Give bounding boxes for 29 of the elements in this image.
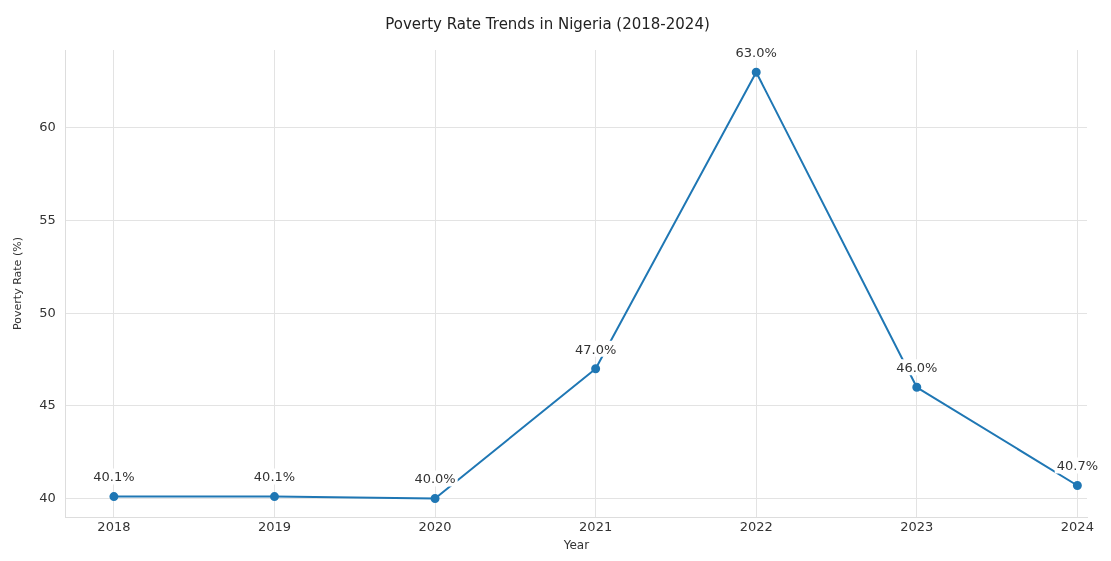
data-label: 46.0% (896, 360, 938, 376)
y-tick-label: 55 (39, 211, 56, 227)
data-label: 47.0% (574, 341, 617, 357)
point (269, 492, 279, 502)
point (109, 492, 119, 502)
data-label: 40.7% (1056, 458, 1099, 474)
data-label: 40.1% (93, 469, 135, 485)
point (912, 382, 922, 392)
x-axis-title: Year (562, 537, 590, 552)
y-tick-label: 60 (39, 119, 56, 135)
point (591, 364, 601, 374)
y-tick-label: 50 (39, 304, 56, 320)
point (1072, 481, 1082, 490)
x-tick-label: 2023 (900, 519, 934, 535)
y-tick-label: 45 (39, 397, 56, 413)
x-tick-label: 2021 (579, 519, 613, 535)
x-tick-label: 2022 (739, 519, 773, 535)
point (430, 493, 440, 503)
x-tick-label: 2020 (418, 519, 452, 535)
y-tick-label: 40 (39, 489, 56, 505)
x-tick-label: 2024 (1060, 519, 1094, 535)
data-label: 40.1% (253, 469, 296, 485)
y-axis-title: Poverty Rate (%) (11, 237, 25, 330)
chart-title: Poverty Rate Trends in Nigeria (2018-2024) (385, 14, 710, 33)
point (751, 67, 761, 77)
x-tick-label: 2018 (97, 519, 131, 535)
data-label: 63.0% (735, 45, 777, 61)
x-tick-label: 2019 (257, 519, 292, 535)
data-label: 40.0% (414, 471, 456, 487)
